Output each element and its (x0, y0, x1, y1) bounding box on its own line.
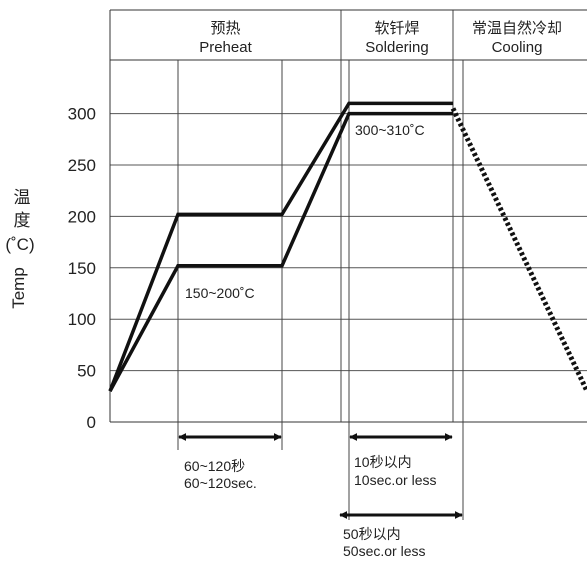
annotation-solder-time-cn: 10秒以内 (354, 454, 412, 470)
y-tick-50: 50 (77, 362, 96, 381)
y-label-cn-0: 温 (14, 188, 31, 207)
y-tick-200: 200 (68, 207, 96, 226)
y-axis: 0 50 100 150 200 250 300 温度 (˚C) Temp (5, 105, 96, 432)
annotation-solder-time-en: 10sec.or less (354, 472, 436, 488)
phase-header: 预热 Preheat 软钎焊 Soldering 常温自然冷却 Cooling (110, 9, 587, 56)
y-tick-300: 300 (68, 105, 96, 124)
phase-label-en-0: Preheat (199, 39, 252, 56)
profile-line-1 (108, 111, 453, 392)
annotation-preheat-range: 150~200˚C (185, 285, 255, 301)
annotation-preheat-time-en: 60~120sec. (184, 475, 257, 491)
phase-label-cn-0: 预热 (210, 20, 240, 37)
phase-label-en-1: Soldering (365, 39, 428, 56)
phase-label-cn-1: 软钎焊 (374, 20, 419, 37)
y-tick-150: 150 (68, 259, 96, 278)
phase-label-cn-2: 常温自然冷却 (472, 20, 562, 37)
y-tick-250: 250 (68, 156, 96, 175)
annotation-total-time-cn: 50秒以内 (343, 526, 401, 542)
annotation-solder-range: 300~310˚C (355, 122, 425, 138)
profile-line-2 (450, 107, 587, 393)
profile-lines (108, 101, 587, 393)
y-tick-100: 100 (68, 310, 96, 329)
y-tick-0: 0 (87, 413, 96, 432)
annotation-total-time-en: 50sec.or less (343, 543, 425, 559)
y-label-en: Temp (9, 267, 28, 309)
profile-line-0 (108, 101, 453, 392)
y-label-unit: (˚C) (5, 235, 34, 254)
annotation-preheat-time-cn: 60~120秒 (184, 458, 245, 474)
phase-label-en-2: Cooling (492, 39, 543, 56)
y-label-cn-1: 度 (14, 211, 31, 230)
